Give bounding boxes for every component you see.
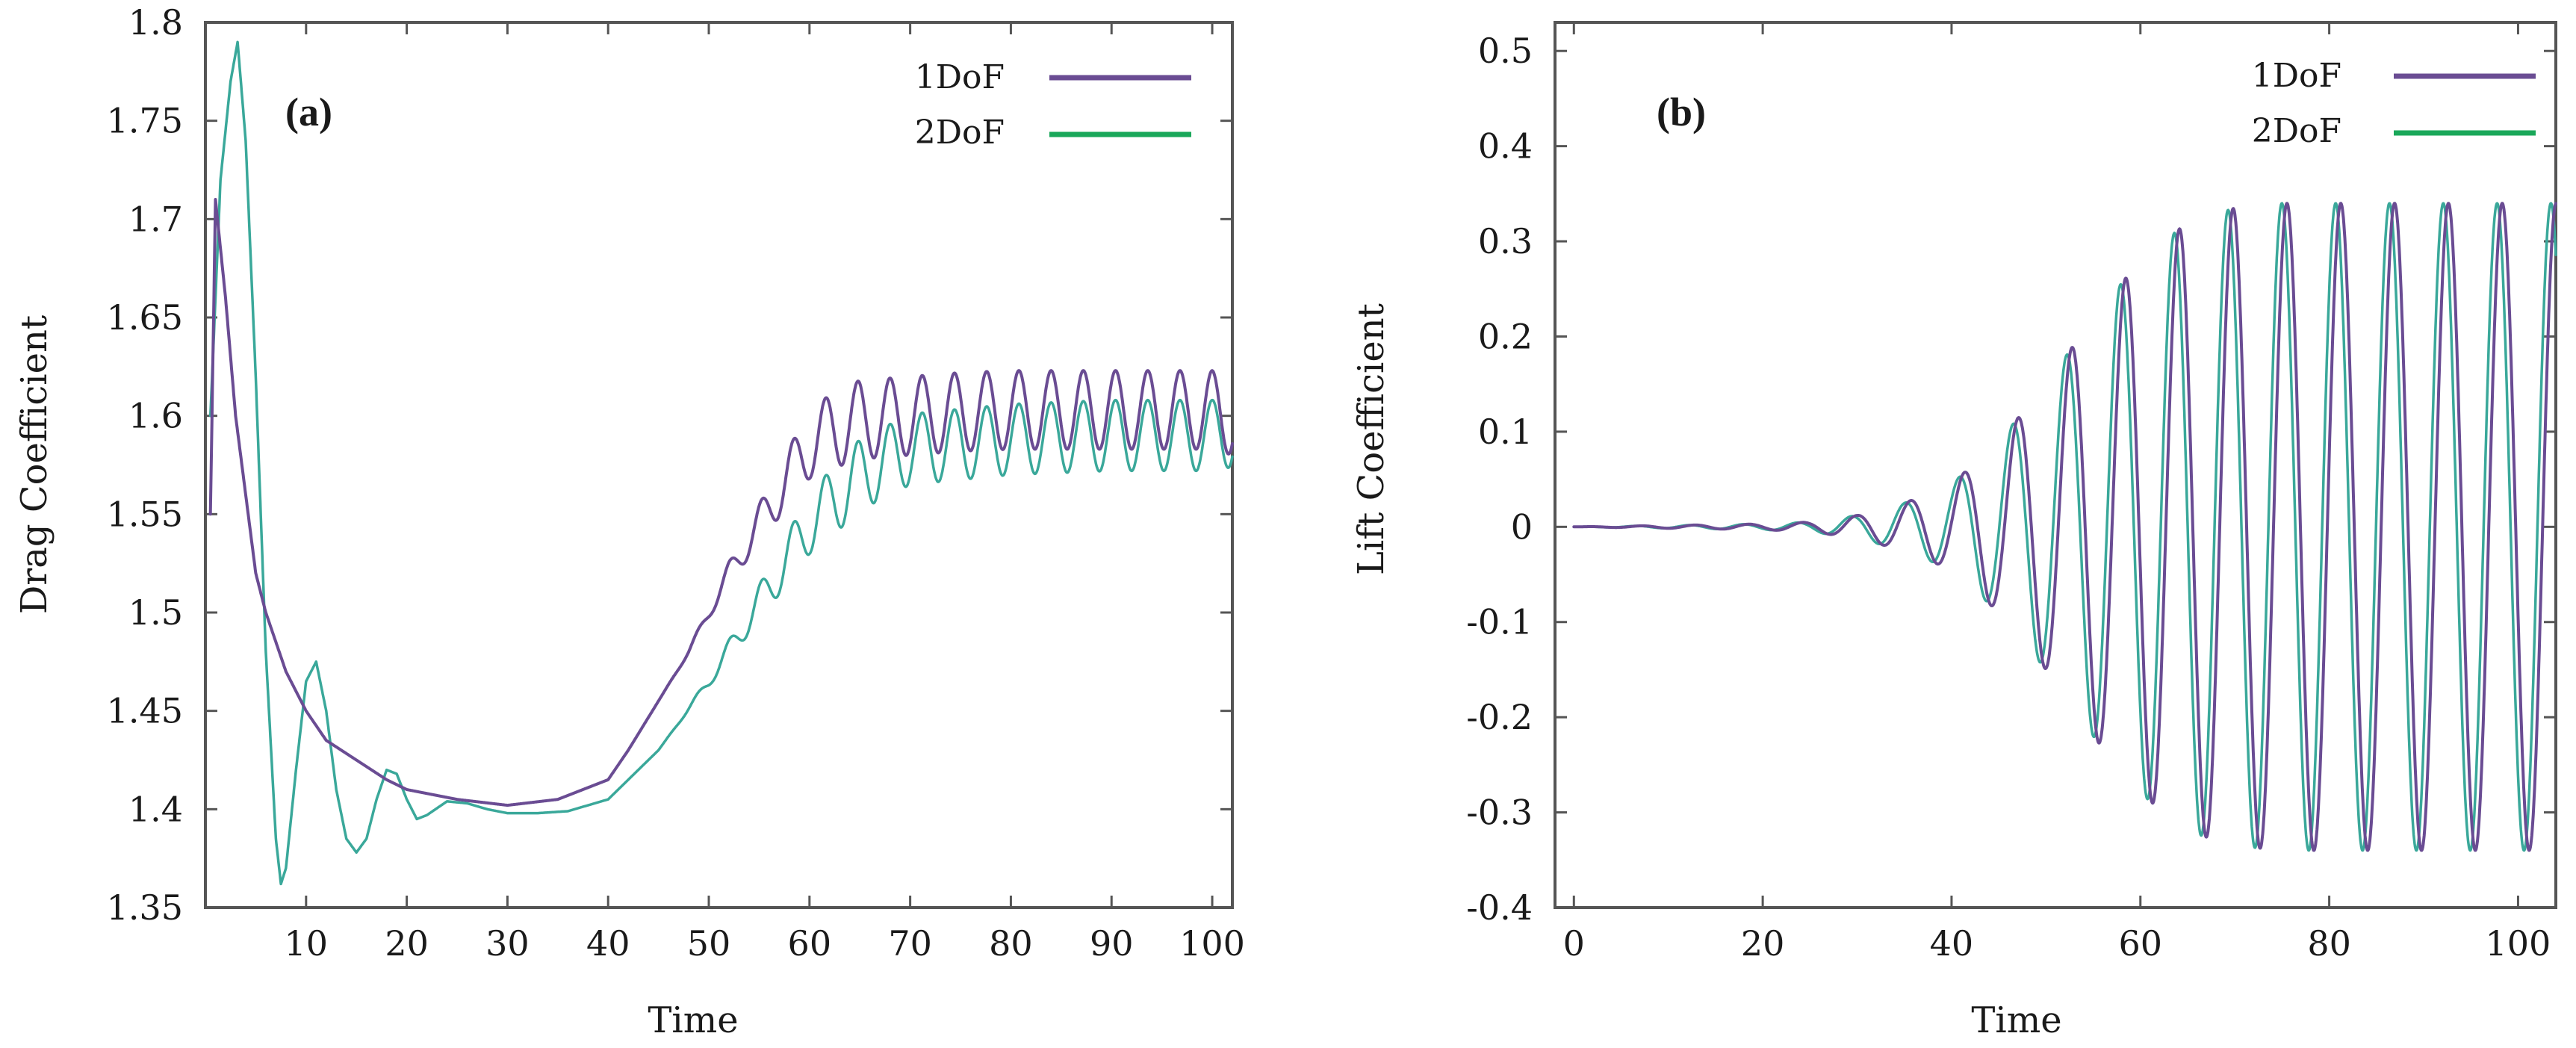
y-tick-label-a: 1.65 bbox=[107, 297, 183, 338]
y-tick-label-a: 1.4 bbox=[128, 789, 183, 829]
series-group-a bbox=[208, 40, 1234, 886]
y-tick-label-a: 1.7 bbox=[128, 199, 183, 239]
x-tick-label-a: 40 bbox=[586, 923, 630, 964]
y-tick-label-b: 0.5 bbox=[1478, 31, 1533, 71]
legend-a: 1DoF 2DoF bbox=[915, 58, 1191, 152]
x-tick-labels-b: 0 20 40 60 80 100 bbox=[1563, 923, 2551, 964]
series-line-1dof-a bbox=[208, 198, 1234, 807]
y-axis-label-b: Lift Coefficient bbox=[1350, 303, 1392, 575]
y-tick-label-a: 1.55 bbox=[107, 494, 183, 534]
panel-label-a: (a) bbox=[285, 90, 332, 134]
y-tick-label-a: 1.8 bbox=[128, 2, 183, 43]
x-tick-label-a: 30 bbox=[485, 923, 530, 964]
plot-frame-a bbox=[204, 21, 1234, 909]
y-tick-label-b: 0.4 bbox=[1478, 126, 1533, 167]
series-group-b bbox=[1572, 202, 2557, 852]
panel-label-b: (b) bbox=[1657, 90, 1706, 134]
x-tick-label-b: 60 bbox=[2119, 923, 2163, 964]
tick-marks-a bbox=[205, 21, 1232, 909]
x-tick-label-a: 10 bbox=[285, 923, 329, 964]
x-tick-label-b: 20 bbox=[1741, 923, 1785, 964]
legend-label-2dof-a: 2DoF bbox=[915, 114, 1005, 152]
y-tick-label-b: -0.4 bbox=[1466, 887, 1533, 928]
x-tick-label-b: 0 bbox=[1563, 923, 1585, 964]
x-tick-label-a: 70 bbox=[888, 923, 932, 964]
y-tick-label-b: 0 bbox=[1511, 506, 1533, 547]
legend-b: 1DoF 2DoF bbox=[2252, 57, 2536, 150]
series-line-1dof-b bbox=[1572, 202, 2557, 852]
legend-label-1dof-a: 1DoF bbox=[915, 58, 1005, 96]
x-tick-label-a: 80 bbox=[989, 923, 1033, 964]
x-tick-label-a: 100 bbox=[1179, 923, 1245, 964]
y-tick-label-a: 1.75 bbox=[107, 101, 183, 141]
x-axis-label-a: Time bbox=[648, 999, 738, 1041]
y-tick-label-b: -0.2 bbox=[1466, 697, 1533, 737]
y-tick-label-a: 1.45 bbox=[107, 691, 183, 731]
y-axis-label-a: Drag Coefficient bbox=[13, 315, 55, 614]
x-tick-label-b: 40 bbox=[1930, 923, 1974, 964]
y-tick-label-b: -0.1 bbox=[1466, 602, 1533, 642]
x-tick-label-b: 80 bbox=[2307, 923, 2351, 964]
x-tick-label-b: 100 bbox=[2486, 923, 2551, 964]
tick-marks-b bbox=[1555, 22, 2556, 909]
x-tick-labels-a: 10 20 30 40 50 60 70 80 90 100 bbox=[285, 923, 1245, 964]
legend-label-1dof-b: 1DoF bbox=[2252, 57, 2341, 95]
y-tick-label-b: 0.1 bbox=[1478, 412, 1533, 452]
x-tick-label-a: 60 bbox=[788, 923, 832, 964]
legend-label-2dof-b: 2DoF bbox=[2252, 112, 2341, 150]
x-axis-label-b: Time bbox=[1971, 999, 2061, 1041]
x-tick-label-a: 50 bbox=[687, 923, 731, 964]
y-tick-label-b: 0.3 bbox=[1478, 221, 1533, 261]
y-tick-label-a: 1.5 bbox=[128, 592, 183, 633]
y-tick-labels-a: 1.35 1.4 1.45 1.5 1.55 1.6 1.65 1.7 1.75 1.8 bbox=[107, 2, 183, 928]
y-tick-label-a: 1.6 bbox=[128, 396, 183, 436]
panel-b-lift-coefficient: -0.4 -0.3 -0.2 -0.1 0 0.1 0.2 0.3 0.4 0.5 0 20 40 60… bbox=[1350, 21, 2557, 1041]
series-line-2dof-a bbox=[208, 40, 1234, 886]
panel-a-drag-coefficient: 1.35 1.4 1.45 1.5 1.55 1.6 1.65 1.7 1.75 1.8 10 20… bbox=[13, 2, 1245, 1041]
y-tick-label-b: -0.3 bbox=[1466, 793, 1533, 833]
y-tick-label-b: 0.2 bbox=[1478, 316, 1533, 356]
y-tick-label-a: 1.35 bbox=[107, 887, 183, 928]
x-tick-label-a: 20 bbox=[385, 923, 429, 964]
plot-frame-b bbox=[1554, 21, 2557, 909]
y-tick-labels-b: -0.4 -0.3 -0.2 -0.1 0 0.1 0.2 0.3 0.4 0.5 bbox=[1466, 31, 1533, 928]
x-tick-label-a: 90 bbox=[1090, 923, 1134, 964]
